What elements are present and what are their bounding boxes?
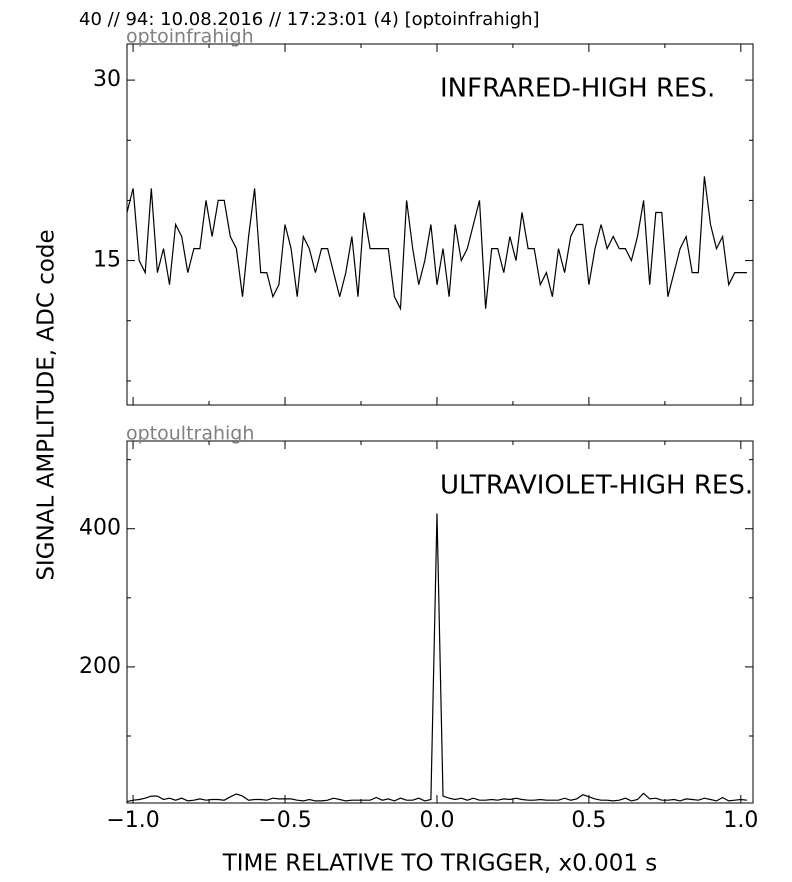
x-tick-label: 0.0 (419, 808, 454, 833)
y-tick-label: 400 (79, 516, 121, 541)
y-tick-label: 30 (93, 67, 121, 92)
annotation: ULTRAVIOLET-HIGH RES. (440, 471, 753, 501)
x-tick-label: −1.0 (106, 808, 159, 833)
x-axis-label: TIME RELATIVE TO TRIGGER, x0.001 s (222, 851, 658, 877)
axes-frame (126, 440, 754, 804)
x-tick-label: 0.5 (571, 808, 606, 833)
x-tick-label: −0.5 (258, 808, 311, 833)
header: 40 // 94: 10.08.2016 // 17:23:01 (4) [op… (79, 9, 540, 30)
axes-frame (126, 43, 754, 406)
y-tick-label: 15 (93, 248, 121, 273)
y-axis-label: SIGNAL AMPLITUDE, ADC code (34, 229, 60, 580)
panel-label: optoinfrahigh (126, 26, 254, 48)
panel-label: optoultrahigh (126, 423, 254, 445)
x-tick-label: 1.0 (723, 808, 758, 833)
y-tick-label: 200 (79, 654, 121, 679)
data-line (127, 513, 747, 803)
data-line (127, 176, 747, 311)
annotation: INFRARED-HIGH RES. (440, 74, 715, 104)
